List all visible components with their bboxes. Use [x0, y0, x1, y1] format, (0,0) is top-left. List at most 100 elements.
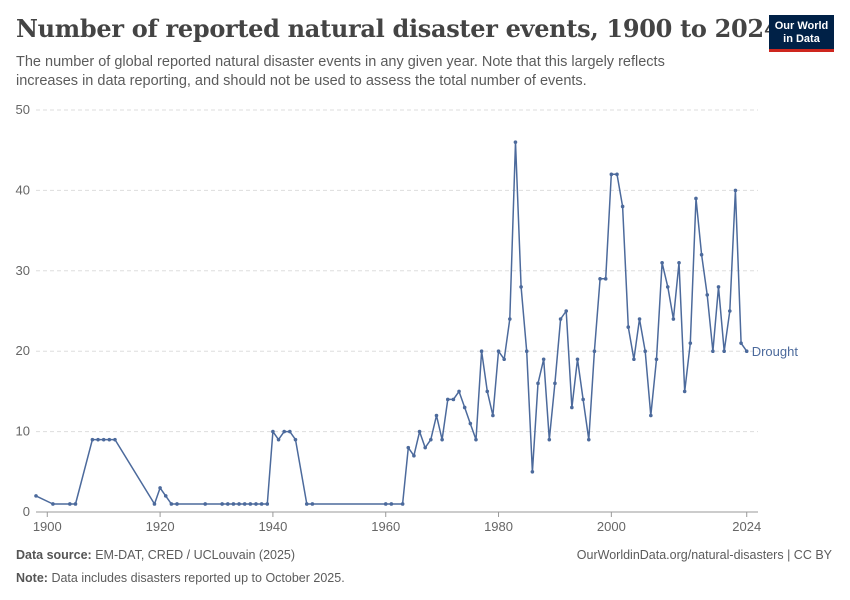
data-point	[592, 349, 597, 353]
data-point	[434, 413, 439, 418]
data-point	[237, 502, 241, 506]
data-point	[688, 341, 693, 345]
data-point	[310, 502, 315, 506]
data-point	[34, 494, 38, 498]
y-tick-label: 0	[23, 504, 30, 519]
data-point	[90, 437, 95, 442]
data-point	[429, 437, 433, 442]
data-point	[220, 502, 224, 506]
data-point	[733, 188, 738, 193]
data-point	[536, 381, 540, 386]
data-point	[671, 317, 676, 321]
data-point	[451, 397, 456, 402]
x-tick-label: 2024	[732, 519, 761, 534]
data-point	[581, 397, 585, 402]
data-point	[524, 349, 529, 353]
data-point	[547, 437, 552, 442]
data-point	[485, 389, 490, 394]
source-text[interactable]: EM-DAT, CRED / UCLouvain (2025)	[95, 548, 296, 562]
data-point	[632, 357, 636, 362]
data-point	[457, 389, 461, 394]
data-point	[711, 349, 715, 353]
data-point	[682, 389, 687, 394]
y-tick-label: 40	[16, 182, 30, 197]
chart-subtitle: The number of global reported natural di…	[16, 54, 665, 89]
logo-line-1: Our World	[774, 20, 829, 32]
data-point	[620, 204, 625, 209]
data-point	[276, 437, 281, 442]
data-point	[113, 437, 117, 442]
x-tick-label: 1960	[371, 519, 400, 534]
x-tick-label: 1980	[484, 519, 513, 534]
y-tick-label: 20	[16, 343, 30, 358]
data-point	[203, 502, 208, 506]
data-point	[502, 357, 506, 362]
data-point	[558, 317, 563, 321]
data-point	[248, 502, 253, 506]
data-point	[716, 285, 721, 289]
data-point	[400, 502, 405, 506]
data-point	[615, 172, 619, 177]
data-point	[68, 502, 72, 506]
data-point	[660, 260, 664, 265]
y-tick-label: 10	[16, 424, 30, 439]
y-tick-label: 50	[16, 102, 30, 117]
data-point	[259, 502, 264, 506]
data-point	[412, 453, 416, 458]
x-tick-label: 1920	[146, 519, 175, 534]
data-point	[282, 429, 286, 434]
owid-logo[interactable]: Our World in Data	[769, 15, 834, 52]
data-point	[440, 437, 444, 442]
data-point	[462, 405, 467, 410]
data-point	[468, 421, 473, 426]
data-source: Data source: EM-DAT, CRED / UCLouvain (2…	[16, 548, 295, 562]
data-point	[694, 196, 698, 201]
data-point	[445, 397, 450, 402]
data-point	[575, 357, 580, 362]
data-point	[626, 325, 631, 329]
series-label-drought: Drought	[752, 344, 799, 359]
data-point	[586, 437, 591, 442]
data-point	[107, 437, 112, 442]
data-point	[175, 502, 179, 506]
data-point	[744, 349, 749, 353]
data-point	[541, 357, 546, 362]
data-point	[158, 486, 162, 490]
data-point	[417, 429, 422, 434]
data-point	[603, 277, 608, 281]
x-tick-label: 2000	[597, 519, 626, 534]
data-point	[739, 341, 743, 345]
data-point	[705, 293, 710, 297]
data-point	[643, 349, 647, 353]
data-point	[51, 502, 55, 506]
data-point	[479, 349, 484, 353]
data-point	[649, 413, 653, 418]
data-point	[152, 502, 157, 506]
data-point	[677, 260, 681, 265]
data-point	[598, 277, 602, 281]
data-point	[163, 494, 168, 498]
data-point	[293, 437, 298, 442]
data-point	[491, 413, 495, 418]
data-point	[530, 470, 535, 474]
data-point	[474, 437, 478, 442]
data-point	[570, 405, 574, 410]
data-point	[637, 317, 642, 321]
data-point	[508, 317, 512, 321]
data-point	[96, 437, 100, 442]
data-point	[699, 252, 704, 257]
data-point	[265, 502, 270, 506]
logo-line-2: in Data	[783, 33, 820, 45]
data-point	[231, 502, 236, 506]
x-tick-label: 1900	[33, 519, 62, 534]
data-point	[254, 502, 258, 506]
data-point	[722, 349, 726, 353]
data-point	[665, 285, 670, 289]
data-point	[496, 349, 501, 353]
note-label: Note:	[16, 571, 48, 585]
x-tick-label: 1940	[258, 519, 287, 534]
data-point	[169, 502, 174, 506]
data-point	[727, 309, 732, 313]
credit-link[interactable]: OurWorldinData.org/natural-disasters | C…	[576, 548, 832, 562]
data-point	[389, 502, 394, 506]
